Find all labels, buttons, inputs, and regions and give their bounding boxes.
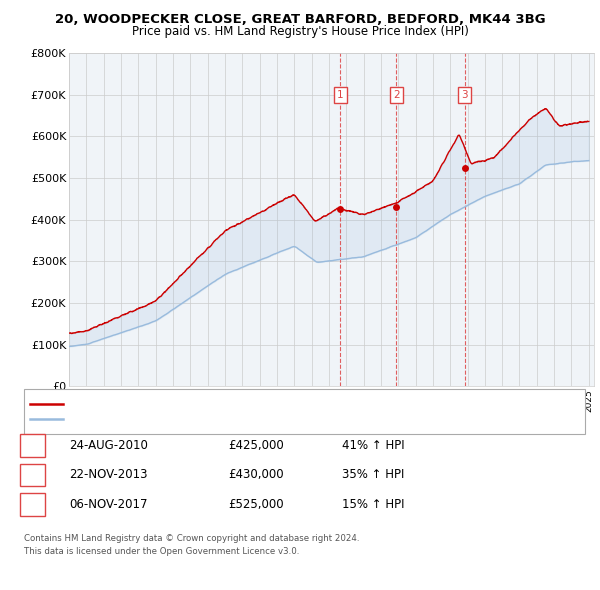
Text: 15% ↑ HPI: 15% ↑ HPI <box>342 498 404 511</box>
Text: 2: 2 <box>393 90 400 100</box>
Text: £430,000: £430,000 <box>228 468 284 481</box>
Text: 1: 1 <box>29 439 37 452</box>
Text: This data is licensed under the Open Government Licence v3.0.: This data is licensed under the Open Gov… <box>24 547 299 556</box>
Text: 1: 1 <box>337 90 343 100</box>
Text: £425,000: £425,000 <box>228 439 284 452</box>
Text: 06-NOV-2017: 06-NOV-2017 <box>69 498 148 511</box>
Text: £525,000: £525,000 <box>228 498 284 511</box>
Text: 22-NOV-2013: 22-NOV-2013 <box>69 468 148 481</box>
Text: 41% ↑ HPI: 41% ↑ HPI <box>342 439 404 452</box>
Text: 20, WOODPECKER CLOSE, GREAT BARFORD, BEDFORD, MK44 3BG: 20, WOODPECKER CLOSE, GREAT BARFORD, BED… <box>55 13 545 26</box>
Text: 3: 3 <box>29 498 37 511</box>
Text: 20, WOODPECKER CLOSE, GREAT BARFORD, BEDFORD, MK44 3BG (detached house): 20, WOODPECKER CLOSE, GREAT BARFORD, BED… <box>69 399 483 408</box>
Text: 24-AUG-2010: 24-AUG-2010 <box>69 439 148 452</box>
Text: Contains HM Land Registry data © Crown copyright and database right 2024.: Contains HM Land Registry data © Crown c… <box>24 534 359 543</box>
Text: 3: 3 <box>461 90 468 100</box>
Text: HPI: Average price, detached house, Bedford: HPI: Average price, detached house, Bedf… <box>69 415 288 424</box>
Text: Price paid vs. HM Land Registry's House Price Index (HPI): Price paid vs. HM Land Registry's House … <box>131 25 469 38</box>
Text: 2: 2 <box>29 468 37 481</box>
Text: 35% ↑ HPI: 35% ↑ HPI <box>342 468 404 481</box>
